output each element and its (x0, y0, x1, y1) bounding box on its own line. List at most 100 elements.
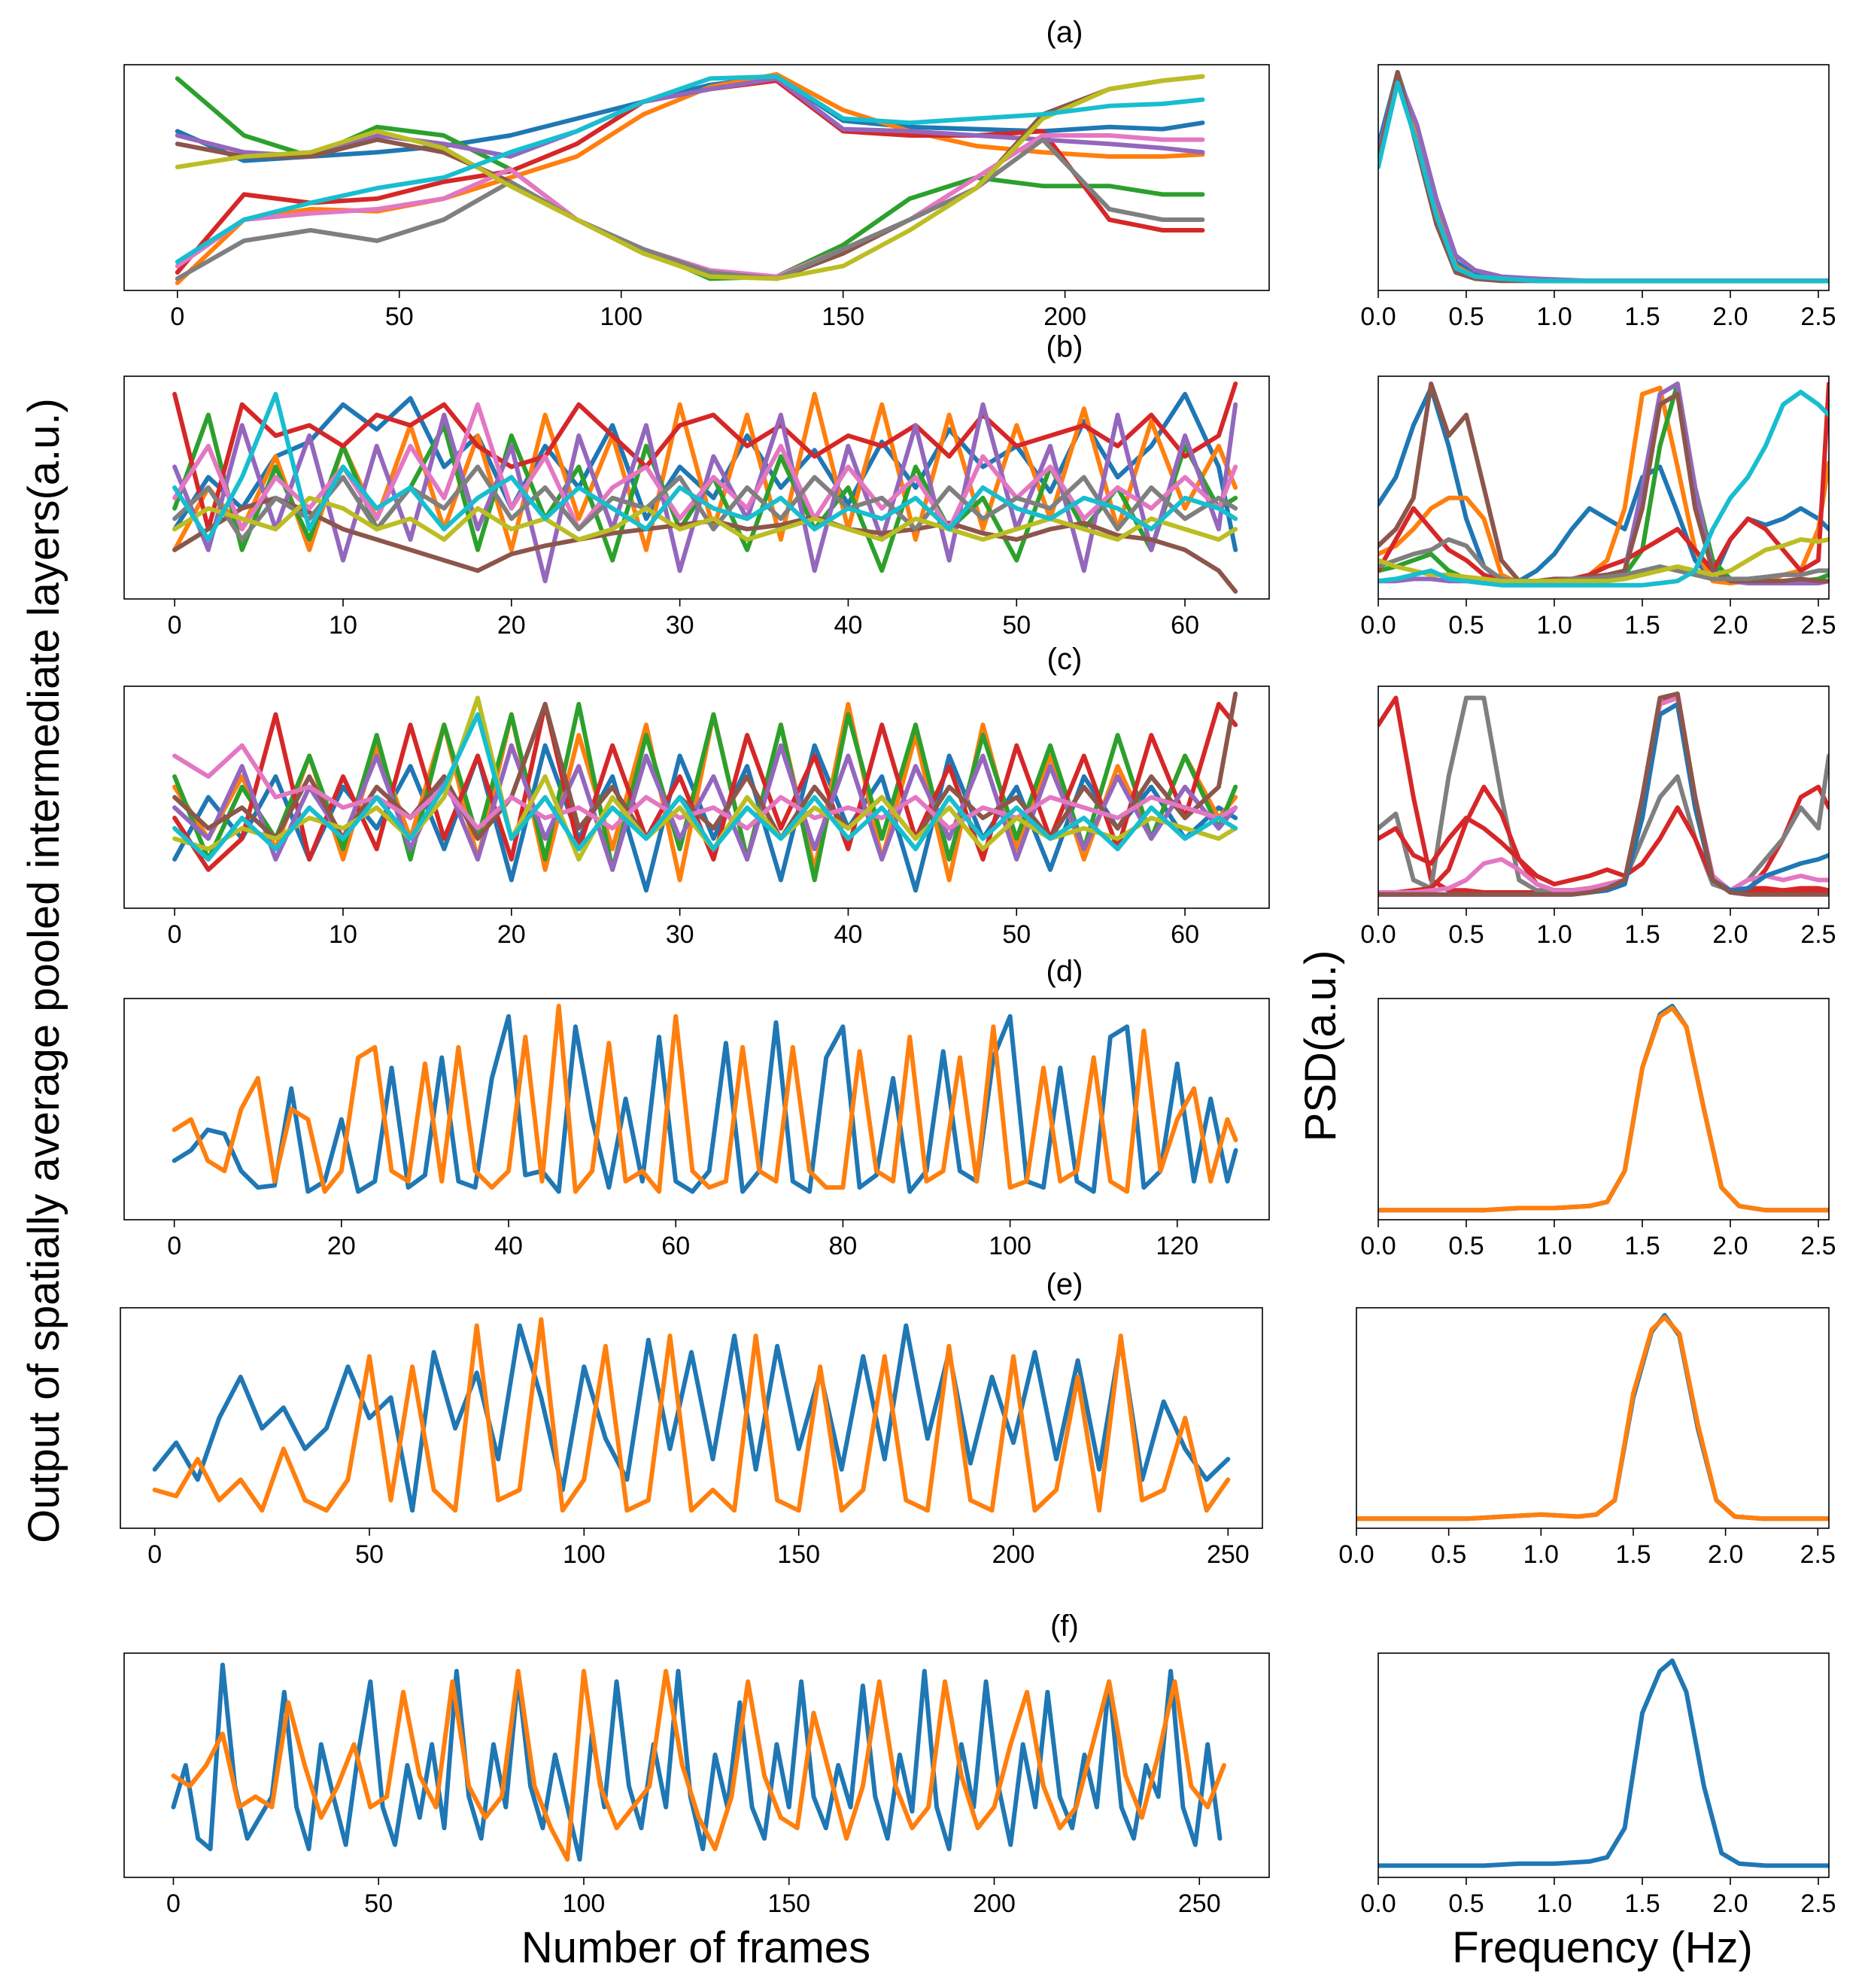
x-tick-label-b: 20 (497, 611, 526, 640)
x-tick-label-e: 0 (147, 1540, 162, 1569)
x-tick-label-c: 0 (168, 920, 182, 949)
panel-c: 0 10 20 30 40 50 60 (c) (123, 643, 1270, 949)
series-a-psd-p4 (1378, 70, 1829, 284)
x-tick-label-c-psd: 1.5 (1624, 920, 1660, 949)
x-tick-label-e: 100 (563, 1540, 606, 1569)
x-tick-label-f-psd: 1.5 (1624, 1889, 1660, 1918)
x-tick-label-f: 150 (767, 1889, 810, 1918)
series-e-psd-orange (1356, 1315, 1829, 1521)
series-c-psd-p7 (1378, 692, 1829, 897)
axes-frame-c (123, 685, 1270, 909)
x-tick-label-a-psd: 1.0 (1536, 302, 1572, 331)
x-tick-label-b: 60 (1171, 611, 1199, 640)
panel-d: 0 20 40 60 80 100 120 (d) (123, 955, 1270, 1260)
x-axis-title-right: Frequency (Hz) (1452, 1923, 1753, 1972)
series-d-psd-blue (1378, 1004, 1829, 1213)
panel-label-f: (f) (1050, 1610, 1079, 1643)
x-tick-label-b: 0 (168, 611, 182, 640)
series-e-orange (152, 1317, 1231, 1513)
series-b-s10 (172, 391, 1238, 542)
series-f-blue (171, 1662, 1223, 1862)
x-tick-label-b-psd: 1.5 (1624, 611, 1660, 640)
axes-frame-f-psd (1377, 1652, 1830, 1878)
panel-e-psd: 0.0 0.5 1.0 1.5 2.0 2.5 (1338, 1307, 1836, 1569)
series-d-blue (172, 1014, 1238, 1194)
x-tick-label-d: 120 (1156, 1232, 1198, 1260)
panel-c-psd: 0.0 0.5 1.0 1.5 2.0 2.5 (1360, 685, 1836, 949)
x-tick-label-c: 30 (666, 920, 694, 949)
axes-frame-e-psd (1356, 1307, 1830, 1529)
x-tick-label-b-psd: 1.0 (1536, 611, 1572, 640)
x-tick-label-e-psd: 2.0 (1708, 1540, 1743, 1569)
x-tick-label-b-psd: 2.5 (1800, 611, 1836, 640)
series-b-psd-p8 (1378, 537, 1829, 584)
x-tick-label-d-psd: 2.0 (1712, 1232, 1748, 1260)
series-b-s9 (172, 495, 1238, 542)
series-a-s3 (175, 76, 1205, 281)
series-d-psd-orange (1378, 1005, 1829, 1213)
series-b-s8 (172, 464, 1238, 542)
panel-label-c: (c) (1047, 643, 1083, 676)
x-tick-label-f-psd: 2.0 (1712, 1889, 1748, 1918)
x-tick-label-d-psd: 0.0 (1360, 1232, 1396, 1260)
x-tick-label-f-psd: 0.0 (1360, 1889, 1396, 1918)
x-tick-label-a: 100 (600, 302, 642, 331)
axes-frame-a-psd (1377, 64, 1830, 291)
series-b-s5 (172, 402, 1238, 584)
panel-d-psd: 0.0 0.5 1.0 1.5 2.0 2.5 (1360, 998, 1836, 1260)
series-b-s4 (172, 381, 1238, 532)
series-a-s9 (175, 74, 1205, 281)
x-tick-label-f: 0 (166, 1889, 181, 1918)
x-tick-label-f-psd: 1.0 (1536, 1889, 1572, 1918)
series-e-blue (152, 1323, 1231, 1513)
series-b-psd-p2 (1378, 385, 1829, 588)
panel-a: 0 50 100 150 200 (a) (123, 16, 1270, 331)
x-tick-label-b-psd: 0.0 (1360, 611, 1396, 640)
x-tick-label-c: 50 (1002, 920, 1031, 949)
x-tick-label-f: 250 (1178, 1889, 1221, 1918)
x-tick-label-c-psd: 0.0 (1360, 920, 1396, 949)
x-tick-label-e-psd: 0.0 (1338, 1540, 1374, 1569)
x-tick-label-c: 60 (1171, 920, 1199, 949)
axes-frame-a (123, 64, 1270, 291)
x-tick-label-d: 40 (494, 1232, 523, 1260)
x-tick-label-f-psd: 2.5 (1800, 1889, 1836, 1918)
axes-frame-f (123, 1652, 1270, 1878)
x-tick-label-b: 50 (1002, 611, 1031, 640)
x-tick-label-c-psd: 0.5 (1448, 920, 1484, 949)
x-tick-label-d: 20 (327, 1232, 356, 1260)
series-b-psd-p7 (1378, 537, 1829, 584)
series-a-s10 (175, 74, 1205, 264)
y-axis-title-left: Output of spatially average pooled inter… (20, 398, 68, 1543)
axes-frame-b (123, 375, 1270, 600)
panel-label-a: (a) (1046, 16, 1083, 49)
x-tick-label-c-psd: 1.0 (1536, 920, 1572, 949)
series-f-orange (171, 1668, 1226, 1862)
x-tick-label-a-psd: 1.5 (1624, 302, 1660, 331)
x-tick-label-a-psd: 2.0 (1712, 302, 1748, 331)
panel-label-e: (e) (1046, 1268, 1083, 1301)
x-tick-label-e-psd: 2.5 (1800, 1540, 1836, 1569)
x-tick-label-f: 100 (563, 1889, 606, 1918)
x-tick-label-d-psd: 1.0 (1536, 1232, 1572, 1260)
axes-frame-b-psd (1377, 375, 1830, 600)
x-tick-label-d-psd: 1.5 (1624, 1232, 1660, 1260)
series-c-s5 (172, 743, 1238, 872)
series-c-s4 (172, 701, 1238, 872)
series-a-s8 (175, 137, 1205, 281)
series-d-orange (172, 1004, 1238, 1194)
x-tick-label-e: 150 (777, 1540, 820, 1569)
series-a-s6 (175, 74, 1205, 281)
y-axis-title-right: PSD(a.u.) (1296, 950, 1345, 1142)
x-tick-label-f: 200 (973, 1889, 1016, 1918)
x-tick-label-d: 60 (661, 1232, 690, 1260)
axes-frame-c-psd (1377, 685, 1830, 909)
x-tick-label-c: 40 (834, 920, 863, 949)
panel-e: 0 50 100 150 200 250 (e) (120, 1268, 1263, 1569)
x-tick-label-e-psd: 1.0 (1523, 1540, 1559, 1569)
x-tick-label-b: 10 (329, 611, 357, 640)
x-tick-label-e: 200 (992, 1540, 1035, 1569)
x-tick-label-a: 0 (170, 302, 184, 331)
x-tick-label-c-psd: 2.5 (1800, 920, 1836, 949)
